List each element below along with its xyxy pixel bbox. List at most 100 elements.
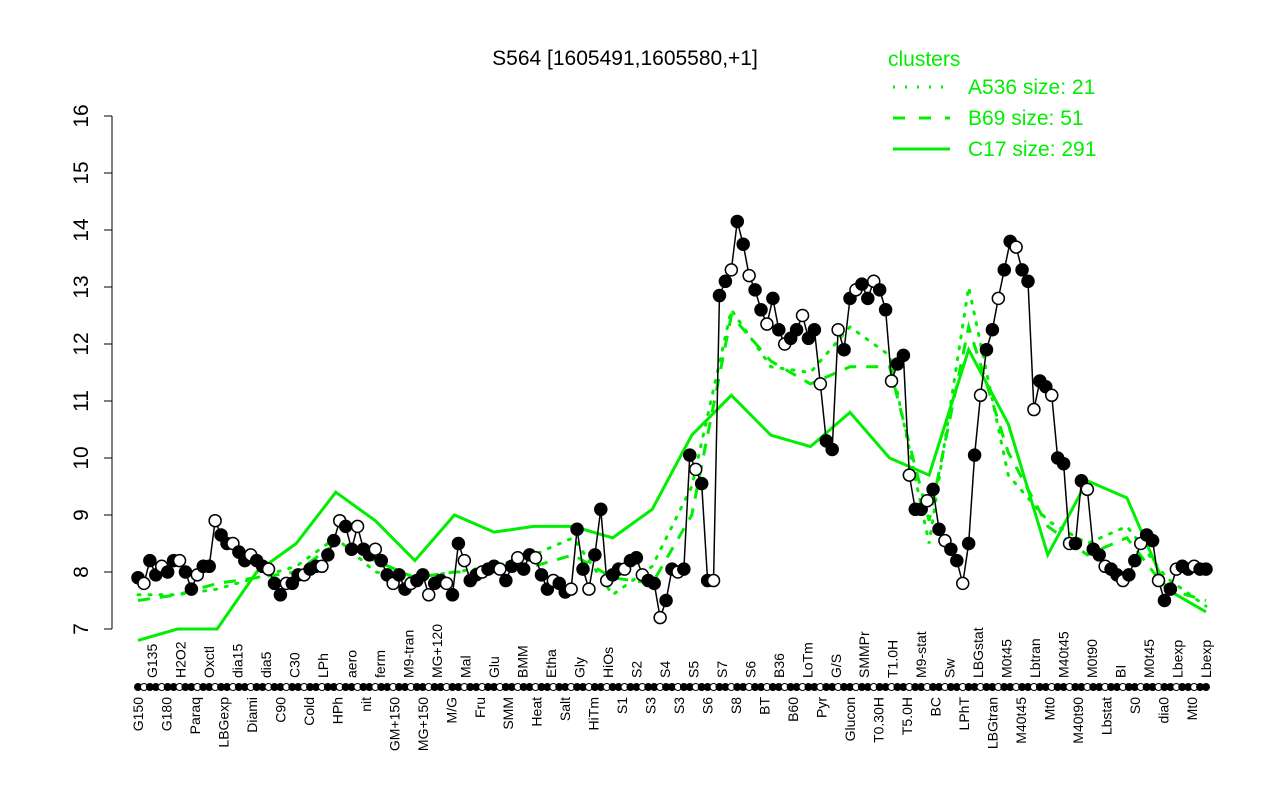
y-tick-label: 15 bbox=[70, 161, 93, 184]
data-point bbox=[1015, 263, 1029, 277]
x-tick-label: M0t45 bbox=[1141, 639, 1157, 678]
legend-label: B69 size: 51 bbox=[968, 107, 1084, 130]
x-tick-label: Cold bbox=[301, 697, 317, 726]
data-point bbox=[1092, 548, 1106, 562]
x-tick-label: HPh bbox=[329, 697, 345, 724]
data-point bbox=[772, 323, 786, 337]
x-tick-label: Mt0 bbox=[1184, 697, 1200, 721]
data-point bbox=[350, 519, 365, 534]
x-tick-label: Mt0 bbox=[1041, 697, 1057, 721]
data-point bbox=[831, 323, 845, 337]
data-point bbox=[344, 542, 359, 556]
x-tick-label: LPh bbox=[315, 653, 331, 678]
data-point bbox=[730, 214, 745, 229]
data-point bbox=[261, 562, 276, 576]
x-tick-label: M40t45 bbox=[1013, 697, 1029, 744]
x-tick-label: Glu bbox=[486, 656, 502, 678]
x-tick-label: LPhT bbox=[956, 697, 972, 731]
data-point bbox=[1068, 536, 1083, 551]
x-tick-labels: G150 G135 G180 H2O2 Paraq Oxctl LBGexp dia15 Dia… bbox=[130, 624, 1214, 751]
x-tick-label: S0 bbox=[1127, 697, 1143, 714]
data-point bbox=[997, 263, 1012, 277]
x-tick-label: M9-stat bbox=[913, 631, 929, 678]
data-point bbox=[588, 548, 602, 562]
data-point bbox=[516, 562, 531, 576]
data-point bbox=[932, 522, 946, 536]
data-point bbox=[327, 533, 341, 548]
y-tick-label: 14 bbox=[70, 218, 93, 242]
data-point bbox=[178, 565, 193, 579]
line-dashed bbox=[137, 312, 1207, 602]
x-tick-label: Fru bbox=[472, 697, 488, 718]
data-point bbox=[528, 551, 543, 565]
data-point bbox=[1151, 573, 1166, 588]
x-tick-label: BI bbox=[1113, 665, 1129, 678]
line-dotted bbox=[136, 286, 1208, 608]
x-tick-label: Gly bbox=[571, 657, 587, 678]
x-tick-label: S6 bbox=[742, 661, 758, 678]
data-point bbox=[564, 582, 578, 596]
data-point bbox=[451, 536, 466, 551]
data-point bbox=[202, 559, 216, 574]
x-tick-label: Mal bbox=[458, 655, 474, 678]
data-point bbox=[736, 237, 750, 251]
x-tick-label: LBGtran bbox=[984, 697, 1000, 749]
x-tick-label: S3 bbox=[643, 697, 659, 714]
x-tick-label: ferm bbox=[372, 650, 388, 678]
data-points bbox=[131, 214, 1213, 625]
data-point bbox=[795, 308, 810, 323]
data-point bbox=[861, 291, 875, 306]
x-tick-label: M9-tran bbox=[401, 630, 417, 678]
data-point bbox=[416, 568, 430, 582]
y-tick-label: 7 bbox=[70, 623, 93, 635]
x-tick-label: aero bbox=[344, 650, 360, 678]
x-tick-label: S5 bbox=[685, 661, 701, 678]
data-point bbox=[718, 274, 733, 289]
data-point bbox=[267, 576, 282, 591]
data-point bbox=[789, 323, 804, 337]
x-tick-label: G180 bbox=[158, 697, 174, 731]
x-tick-label: HiOs bbox=[600, 647, 616, 678]
y-tick-label: 8 bbox=[70, 566, 93, 578]
data-point bbox=[321, 548, 335, 562]
data-point bbox=[653, 610, 667, 625]
y-tick-label: 13 bbox=[70, 275, 93, 298]
x-tick-label: SMM bbox=[500, 697, 516, 730]
x-tick-label: Lbstat bbox=[1098, 697, 1114, 735]
x-rug bbox=[134, 683, 1210, 691]
data-point bbox=[677, 562, 691, 576]
x-tick-label: MG+150 bbox=[415, 697, 431, 751]
data-point bbox=[724, 263, 739, 277]
data-point bbox=[493, 562, 507, 576]
x-tick-label: Oxctl bbox=[201, 646, 217, 678]
data-point bbox=[1044, 388, 1059, 403]
x-tick-label: Lbtran bbox=[1027, 638, 1043, 678]
x-tick-label: HiTm bbox=[586, 697, 602, 730]
data-point bbox=[1128, 553, 1142, 568]
data-point bbox=[1122, 568, 1136, 582]
x-tick-label: S6 bbox=[700, 697, 716, 714]
y-tick-label: 12 bbox=[70, 332, 93, 355]
x-tick-label: nit bbox=[358, 697, 374, 712]
data-point bbox=[825, 442, 839, 457]
y-tick-label: 16 bbox=[70, 104, 93, 127]
data-point bbox=[967, 448, 982, 462]
data-point bbox=[985, 323, 1000, 337]
x-tick-label: H2O2 bbox=[173, 641, 189, 678]
chart-title: S564 [1605491,1605580,+1] bbox=[492, 47, 758, 70]
data-point bbox=[766, 291, 780, 306]
data-point bbox=[137, 576, 151, 591]
data-point bbox=[926, 482, 940, 497]
line-solid bbox=[137, 345, 1207, 642]
data-point bbox=[961, 536, 976, 551]
data-point bbox=[742, 268, 756, 283]
data-point bbox=[421, 588, 436, 602]
x-tick-label: S3 bbox=[671, 697, 687, 714]
data-point bbox=[582, 582, 596, 596]
data-point bbox=[629, 551, 644, 565]
data-point bbox=[813, 377, 828, 391]
data-point bbox=[884, 374, 899, 388]
data-point bbox=[748, 283, 762, 297]
x-tick-label: dia0 bbox=[1155, 697, 1171, 724]
